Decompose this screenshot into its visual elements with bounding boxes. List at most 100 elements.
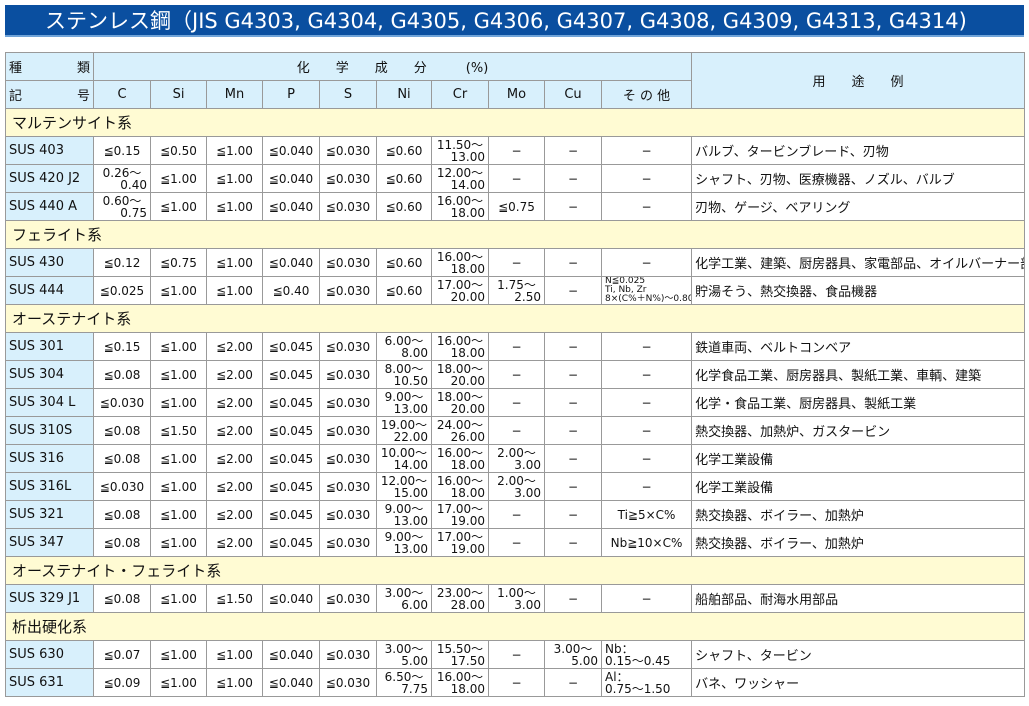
value-cell: ≦0.08 — [93, 584, 151, 613]
table-row: SUS 316L ≦0.030 ≦1.00 ≦2.00 ≦0.045 ≦0.030 12.0… — [5, 472, 1025, 501]
value-cell: ≦1.50 — [206, 584, 263, 613]
category-label: マルテンサイト系 — [5, 108, 1025, 137]
category-row: オーステナイト・フェライト系 — [5, 556, 1025, 585]
use-cell: シャフト、刃物、医療機器、ノズル、バルブ — [691, 164, 1025, 193]
use-cell: 熱交換器、ボイラー、加熱炉 — [691, 528, 1025, 557]
value-cell: ≦0.040 — [262, 164, 320, 193]
value-cell: − — [600, 248, 693, 277]
value-cell: − — [488, 528, 545, 557]
value-cell: 2.00〜 3.00 — [488, 472, 545, 501]
value-cell: − — [544, 668, 602, 697]
value-cell: − — [544, 164, 602, 193]
grade-cell: SUS 329 J1 — [5, 584, 94, 613]
value-cell: ≦1.00 — [150, 360, 207, 389]
category-row: マルテンサイト系 — [5, 108, 1025, 137]
value-cell: − — [488, 500, 545, 529]
value-cell: − — [488, 668, 545, 697]
value-cell: − — [544, 136, 602, 165]
value-cell: ≦1.00 — [150, 668, 207, 697]
grade-cell: SUS 316 — [5, 444, 94, 473]
kind-header: 種類 — [5, 52, 94, 81]
value-cell: ≦1.00 — [150, 276, 207, 305]
use-cell: バネ、ワッシャー — [691, 668, 1025, 697]
value-cell: ≦0.030 — [319, 360, 377, 389]
value-cell: 12.00〜 14.00 — [431, 164, 489, 193]
value-cell: ≦0.025 — [93, 276, 151, 305]
value-cell: ≦1.00 — [206, 164, 263, 193]
value-cell: ≦1.00 — [206, 192, 263, 221]
category-label: フェライト系 — [5, 220, 1025, 249]
table-row: SUS 403 ≦0.15 ≦0.50 ≦1.00 ≦0.040 ≦0.030 ≦0.60 1… — [5, 136, 1025, 165]
value-cell: − — [600, 164, 693, 193]
value-cell: − — [600, 192, 693, 221]
value-cell: ≦0.040 — [262, 248, 320, 277]
value-cell: ≦1.00 — [150, 500, 207, 529]
value-cell: ≦0.60 — [376, 192, 432, 221]
value-cell: − — [544, 360, 602, 389]
value-cell: 16.00〜 18.00 — [431, 248, 489, 277]
value-cell: − — [544, 332, 602, 361]
value-cell: ≦0.75 — [150, 248, 207, 277]
value-cell: 6.00〜 8.00 — [376, 332, 432, 361]
value-cell: 3.00〜 5.00 — [376, 640, 432, 669]
grade-cell: SUS 403 — [5, 136, 94, 165]
value-cell: ≦1.00 — [150, 640, 207, 669]
value-cell: ≦0.030 — [319, 192, 377, 221]
value-cell: ≦0.040 — [262, 192, 320, 221]
value-cell: ≦0.60 — [376, 276, 432, 305]
table-row: SUS 630 ≦0.07 ≦1.00 ≦1.00 ≦0.040 ≦0.030 3.00〜 5… — [5, 640, 1025, 669]
use-cell: シャフト、タービン — [691, 640, 1025, 669]
table-row: SUS 304 L ≦0.030 ≦1.00 ≦2.00 ≦0.045 ≦0.030 9.0… — [5, 388, 1025, 417]
value-cell: ≦0.030 — [319, 276, 377, 305]
value-cell: 19.00〜 22.00 — [376, 416, 432, 445]
value-cell: ≦0.15 — [93, 332, 151, 361]
value-cell: − — [600, 444, 693, 473]
value-cell: ≦0.08 — [93, 444, 151, 473]
value-cell: − — [544, 472, 602, 501]
use-cell: 化学工業設備 — [691, 444, 1025, 473]
use-cell: 船舶部品、耐海水用部品 — [691, 584, 1025, 613]
value-cell: ≦0.030 — [93, 388, 151, 417]
value-cell: 18.00〜 20.00 — [431, 360, 489, 389]
value-cell: ≦2.00 — [206, 416, 263, 445]
value-cell: 16.00〜 18.00 — [431, 472, 489, 501]
value-cell: 18.00〜 20.00 — [431, 388, 489, 417]
value-cell: 11.50〜 13.00 — [431, 136, 489, 165]
value-cell: − — [544, 192, 602, 221]
value-cell: − — [488, 640, 545, 669]
category-row: オーステナイト系 — [5, 304, 1025, 333]
category-label: オーステナイト系 — [5, 304, 1025, 333]
value-cell: 17.00〜 20.00 — [431, 276, 489, 305]
category-row: 析出硬化系 — [5, 612, 1025, 641]
value-cell: Ti≧5×C% — [600, 500, 693, 529]
value-cell: Nb≧10×C% — [600, 528, 693, 557]
value-cell: ≦1.00 — [150, 192, 207, 221]
grade-cell: SUS 420 J2 — [5, 164, 94, 193]
value-cell: ≦0.030 — [319, 248, 377, 277]
value-cell: ≦0.030 — [319, 500, 377, 529]
value-cell: ≦0.030 — [319, 332, 377, 361]
value-cell: ≦0.030 — [319, 136, 377, 165]
column-header: Cr — [431, 80, 489, 109]
column-header: Mn — [206, 80, 263, 109]
value-cell: Nb： 0.15〜0.45 — [600, 640, 693, 669]
grade-cell: SUS 430 — [5, 248, 94, 277]
column-header: Mo — [488, 80, 545, 109]
grade-cell: SUS 304 — [5, 360, 94, 389]
value-cell: ≦2.00 — [206, 444, 263, 473]
grade-cell: SUS 630 — [5, 640, 94, 669]
value-cell: 24.00〜 26.00 — [431, 416, 489, 445]
table-row: SUS 347 ≦0.08 ≦1.00 ≦2.00 ≦0.045 ≦0.030 9.00〜 1… — [5, 528, 1025, 557]
use-cell: 化学工業、建築、厨房器具、家電部品、オイルバーナー部品 — [691, 248, 1025, 277]
value-cell: ≦2.00 — [206, 388, 263, 417]
value-cell: 9.00〜 13.00 — [376, 388, 432, 417]
value-cell: ≦0.030 — [319, 640, 377, 669]
value-cell: 10.00〜 14.00 — [376, 444, 432, 473]
value-cell: 23.00〜 28.00 — [431, 584, 489, 613]
value-cell: − — [488, 388, 545, 417]
use-cell: 鉄道車両、ベルトコンベア — [691, 332, 1025, 361]
value-cell: ≦0.030 — [319, 388, 377, 417]
value-cell: ≦0.045 — [262, 472, 320, 501]
use-cell: 化学食品工業、厨房器具、製紙工業、車輌、建築 — [691, 360, 1025, 389]
value-cell: ≦0.045 — [262, 416, 320, 445]
